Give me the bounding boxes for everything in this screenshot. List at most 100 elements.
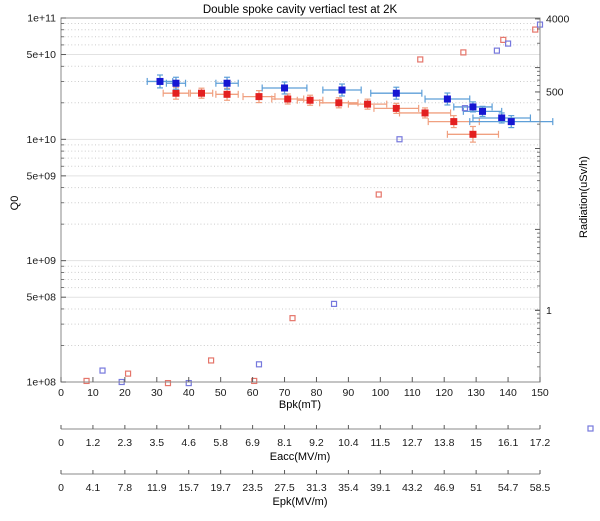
- x-epk-tick-label: 27.5: [274, 482, 295, 494]
- x-bpk-tick-label: 150: [531, 387, 549, 399]
- y-left-tick-label: 5e+10: [27, 49, 57, 61]
- axis-box: [60, 17, 541, 383]
- x-epk-tick-label: 19.7: [210, 482, 231, 494]
- marker-rad-red: [500, 36, 507, 43]
- x-epk-tick-label: 15.7: [179, 482, 200, 494]
- x-epk-tick-label: 58.5: [530, 482, 551, 494]
- x-eacc-tick-label: 2.3: [118, 437, 133, 449]
- x-epk-tick-label: 35.4: [338, 482, 359, 494]
- marker-rad-blue: [504, 40, 512, 47]
- marker-rad-red: [375, 191, 382, 198]
- marker-q0-blue: [469, 103, 477, 111]
- marker-q0-red: [172, 89, 180, 97]
- x-epk-tick-label: 11.9: [147, 482, 167, 494]
- marker-rad-blue: [396, 136, 403, 143]
- x-bpk-tick-label: 40: [183, 387, 195, 399]
- x-eacc-tick-label: 17.2: [530, 437, 551, 449]
- x-epk-tick-label: 43.2: [402, 482, 423, 494]
- marker-rad-red: [532, 26, 539, 33]
- marker-q0-red: [364, 100, 372, 108]
- marker-rad-red: [417, 56, 424, 63]
- marker-rad-blue: [330, 300, 338, 308]
- x-eacc-tick-label: 11.5: [370, 437, 390, 449]
- x-eacc-tick-label: 16.1: [498, 437, 519, 449]
- x-bpk-tick-label: 140: [499, 387, 517, 399]
- x-bpk-tick-label: 60: [247, 387, 259, 399]
- stray-marker: [587, 425, 594, 432]
- marker-q0-blue: [338, 86, 346, 94]
- x-bpk-tick-label: 0: [58, 387, 64, 399]
- y-left-tick-label: 1e+09: [27, 255, 57, 267]
- y-left-tick-label: 1e+08: [27, 377, 57, 389]
- marker-rad-red: [251, 377, 258, 385]
- y-left-tick-label: 1e+11: [27, 13, 56, 25]
- x-axis-label-bpk: Bpk(mT): [278, 399, 322, 411]
- x-bpk-tick-label: 100: [372, 387, 390, 399]
- marker-rad-red: [207, 357, 215, 364]
- marker-q0-red: [469, 130, 477, 138]
- marker-q0-blue: [498, 114, 506, 122]
- x-eacc-tick-label: 15: [470, 437, 482, 449]
- x-epk-tick-label: 54.7: [498, 482, 519, 494]
- x-eacc-tick-label: 5.8: [213, 437, 228, 449]
- x-eacc-tick-label: 8.1: [277, 437, 292, 449]
- marker-q0-red: [335, 99, 343, 107]
- x-bpk-tick-label: 130: [467, 387, 485, 399]
- marker-rad-red: [83, 377, 90, 385]
- y-left-tick-label: 5e+09: [27, 170, 57, 182]
- marker-rad-red: [164, 379, 172, 387]
- x-eacc-tick-label: 10.4: [338, 437, 359, 449]
- marker-q0-red: [421, 109, 429, 117]
- x-epk-tick-label: 51: [470, 482, 482, 494]
- marker-q0-blue: [507, 118, 515, 126]
- x-bpk-tick-label: 70: [279, 387, 291, 399]
- x-eacc-tick-label: 1.2: [86, 437, 101, 449]
- marker-q0-red: [223, 90, 231, 98]
- x-bpk-tick-label: 30: [151, 387, 163, 399]
- marker-q0-red: [284, 95, 292, 103]
- marker-rad-blue: [99, 367, 106, 374]
- x-eacc-tick-label: 3.5: [149, 437, 164, 449]
- chart-title: Double spoke cavity vertiacl test at 2K: [202, 4, 398, 16]
- y-right-tick-label: 4000: [546, 13, 570, 25]
- marker-q0-blue: [172, 79, 180, 87]
- x-bpk-tick-label: 90: [343, 387, 355, 399]
- y-right-tick-label: 500: [546, 86, 564, 98]
- marker-rad-red: [460, 49, 467, 56]
- y-right-tick-label: 1: [546, 305, 552, 317]
- x-eacc-tick-label: 6.9: [245, 437, 260, 449]
- marker-q0-blue: [156, 77, 164, 85]
- marker-rad-red: [124, 370, 132, 377]
- x-eacc-tick-label: 4.6: [181, 437, 196, 449]
- marker-rad-red: [289, 315, 296, 322]
- x-eacc-tick-label: 9.2: [309, 437, 324, 449]
- x-bpk-tick-label: 50: [215, 387, 227, 399]
- marker-q0-blue: [223, 79, 231, 87]
- x-eacc-tick-label: 12.7: [402, 437, 423, 449]
- x-bpk-tick-label: 10: [87, 387, 99, 399]
- x-epk-tick-label: 23.5: [242, 482, 263, 494]
- x-epk-tick-label: 46.9: [434, 482, 455, 494]
- marker-q0-blue: [281, 84, 289, 92]
- marker-q0-blue: [479, 107, 487, 115]
- x-bpk-tick-label: 110: [404, 387, 421, 399]
- x-bpk-tick-label: 120: [435, 387, 453, 399]
- marker-q0-red: [198, 89, 206, 97]
- x-axis-label-eacc: Eacc(MV/m): [269, 451, 331, 463]
- x-bpk-tick-label: 20: [119, 387, 131, 399]
- marker-rad-blue: [461, 105, 469, 112]
- marker-q0-blue: [443, 95, 451, 103]
- marker-q0-blue: [392, 89, 400, 97]
- x-epk-tick-label: 0: [58, 482, 64, 494]
- x-eacc-tick-label: 0: [58, 437, 64, 449]
- marker-rad-blue: [255, 361, 263, 368]
- marker-q0-red: [255, 93, 263, 101]
- x-epk-tick-label: 31.3: [306, 482, 327, 494]
- marker-rad-blue: [493, 47, 500, 54]
- x-epk-tick-label: 4.1: [86, 482, 101, 494]
- marker-q0-red: [306, 96, 314, 104]
- y-left-tick-label: 5e+08: [27, 292, 57, 304]
- x-eacc-tick-label: 13.8: [434, 437, 455, 449]
